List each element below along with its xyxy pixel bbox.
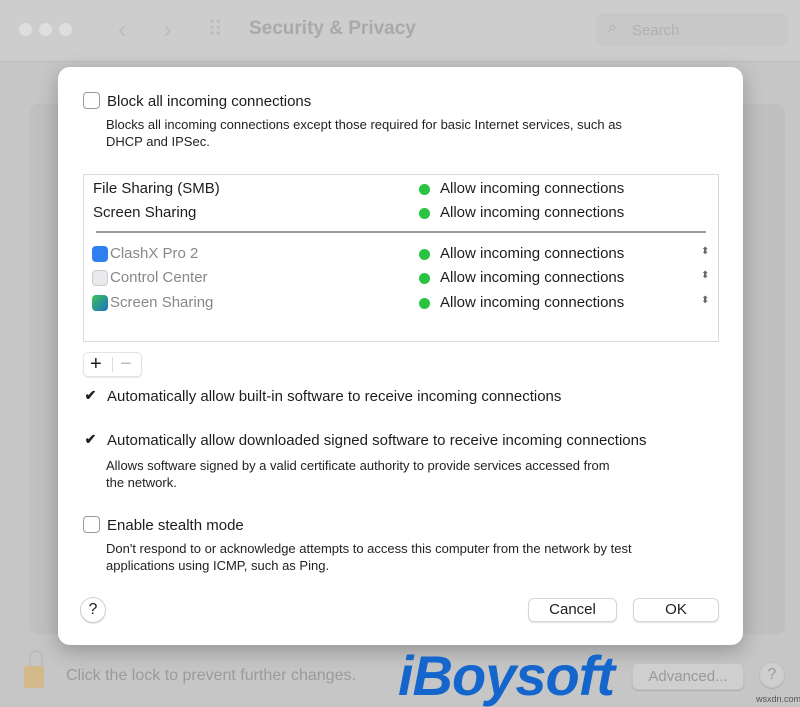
zoom-window-button[interactable] [59,23,72,36]
block-all-label: Block all incoming connections [107,93,312,110]
forward-button[interactable]: › [163,14,172,44]
auto-builtin-label: Automatically allow built-in software to… [107,388,562,405]
minimize-window-button[interactable] [39,23,52,36]
search-placeholder: Search [632,22,680,39]
help-button[interactable]: ? [759,662,785,688]
block-all-checkbox[interactable] [83,92,100,109]
ok-button[interactable]: OK [633,598,719,622]
firewall-app-list[interactable]: File Sharing (SMB) Allow incoming connect… [83,174,719,342]
auto-builtin-checkbox[interactable]: ✔ [84,387,97,403]
show-all-grid-icon[interactable]: ⠿ [207,17,224,42]
service-row: File Sharing (SMB) Allow incoming connect… [93,180,625,197]
auto-signed-checkbox[interactable]: ✔ [84,431,97,447]
auto-signed-description: Allows software signed by a valid certif… [106,458,610,490]
clashx-icon [92,246,108,262]
status-dot [419,249,430,260]
stealth-mode-description: Don't respond to or acknowledge attempts… [106,541,632,573]
auto-signed-label: Automatically allow downloaded signed so… [107,432,647,449]
lock-icon[interactable] [24,650,46,688]
stealth-mode-label: Enable stealth mode [107,517,244,534]
cancel-button[interactable]: Cancel [528,598,617,622]
search-icon: ⌕ [608,19,617,36]
back-button[interactable]: ‹ [118,14,127,44]
app-row[interactable]: Control Center Allow incoming connections… [84,267,718,289]
stepper-icon[interactable]: ⬍ [701,270,710,281]
search-input[interactable]: ⌕ Search [596,13,788,46]
list-divider [96,231,706,233]
stepper-icon[interactable]: ⬍ [701,295,710,306]
stepper-icon[interactable]: ⬍ [701,246,710,257]
iboysoft-logo: iBoysoft [398,644,615,707]
remove-button[interactable]: − [120,353,132,375]
status-dot [419,273,430,284]
window-title: Security & Privacy [249,18,416,39]
add-button[interactable]: + [90,353,102,375]
screen-sharing-icon [92,295,108,311]
app-row[interactable]: ClashX Pro 2 Allow incoming connections ⬍ [84,243,718,265]
toolbar: ‹ › ⠿ Security & Privacy ⌕ Search [0,0,800,62]
app-row[interactable]: Screen Sharing Allow incoming connections… [84,292,718,314]
add-remove-control: + − [83,352,142,377]
control-center-icon [92,270,108,286]
lock-status-text: Click the lock to prevent further change… [66,667,356,684]
status-dot [419,184,430,195]
stealth-mode-checkbox[interactable] [83,516,100,533]
site-watermark: wsxdn.com [756,694,800,704]
divider [112,357,113,372]
firewall-options-dialog [58,67,743,645]
status-dot [419,298,430,309]
close-window-button[interactable] [19,23,32,36]
service-row: Screen Sharing Allow incoming connections [93,204,625,221]
advanced-button[interactable]: Advanced... [632,663,744,690]
status-dot [419,208,430,219]
block-all-description: Blocks all incoming connections except t… [106,117,622,149]
dialog-help-button[interactable]: ? [80,597,106,623]
